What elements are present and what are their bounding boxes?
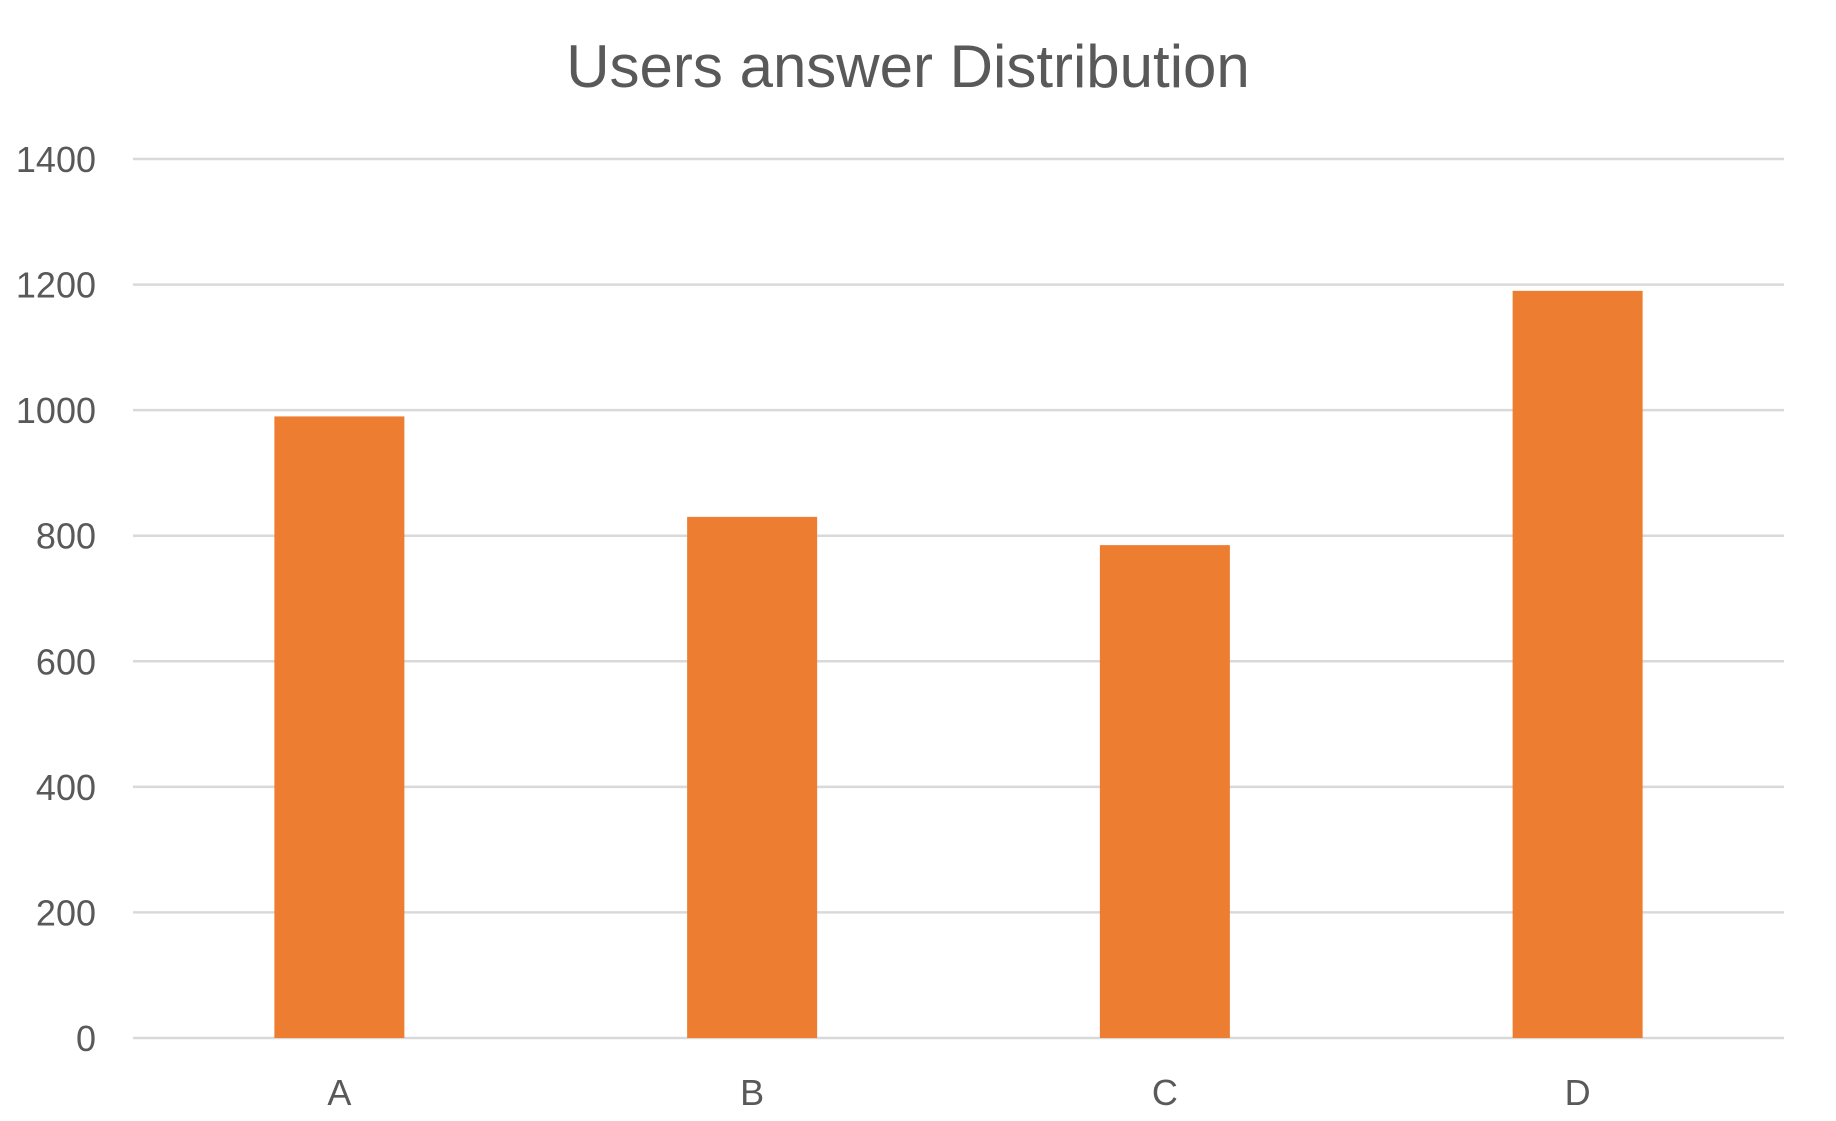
y-tick-label: 200: [36, 892, 96, 933]
x-category-label: A: [327, 1072, 351, 1113]
y-tick-label: 600: [36, 641, 96, 682]
x-category-label: D: [1565, 1072, 1591, 1113]
y-axis-ticks: 0 200 400 600 800 1000 1200 1400: [16, 139, 96, 1059]
x-category-label: C: [1152, 1072, 1178, 1113]
y-tick-label: 1000: [16, 390, 96, 431]
y-tick-label: 1200: [16, 265, 96, 306]
y-tick-label: 800: [36, 516, 96, 557]
bars: [274, 290, 1643, 1039]
y-tick-label: 400: [36, 767, 96, 808]
bar-c: [1099, 545, 1230, 1038]
x-axis-labels: A B C D: [327, 1072, 1590, 1113]
y-tick-label: 0: [76, 1018, 96, 1059]
gridlines: [133, 157, 1784, 1040]
chart-title: Users answer Distribution: [566, 33, 1250, 100]
bar-d: [1512, 290, 1643, 1039]
bar-a: [274, 416, 405, 1039]
bar-b: [687, 516, 818, 1038]
y-tick-label: 1400: [16, 139, 96, 180]
x-category-label: B: [740, 1072, 764, 1113]
